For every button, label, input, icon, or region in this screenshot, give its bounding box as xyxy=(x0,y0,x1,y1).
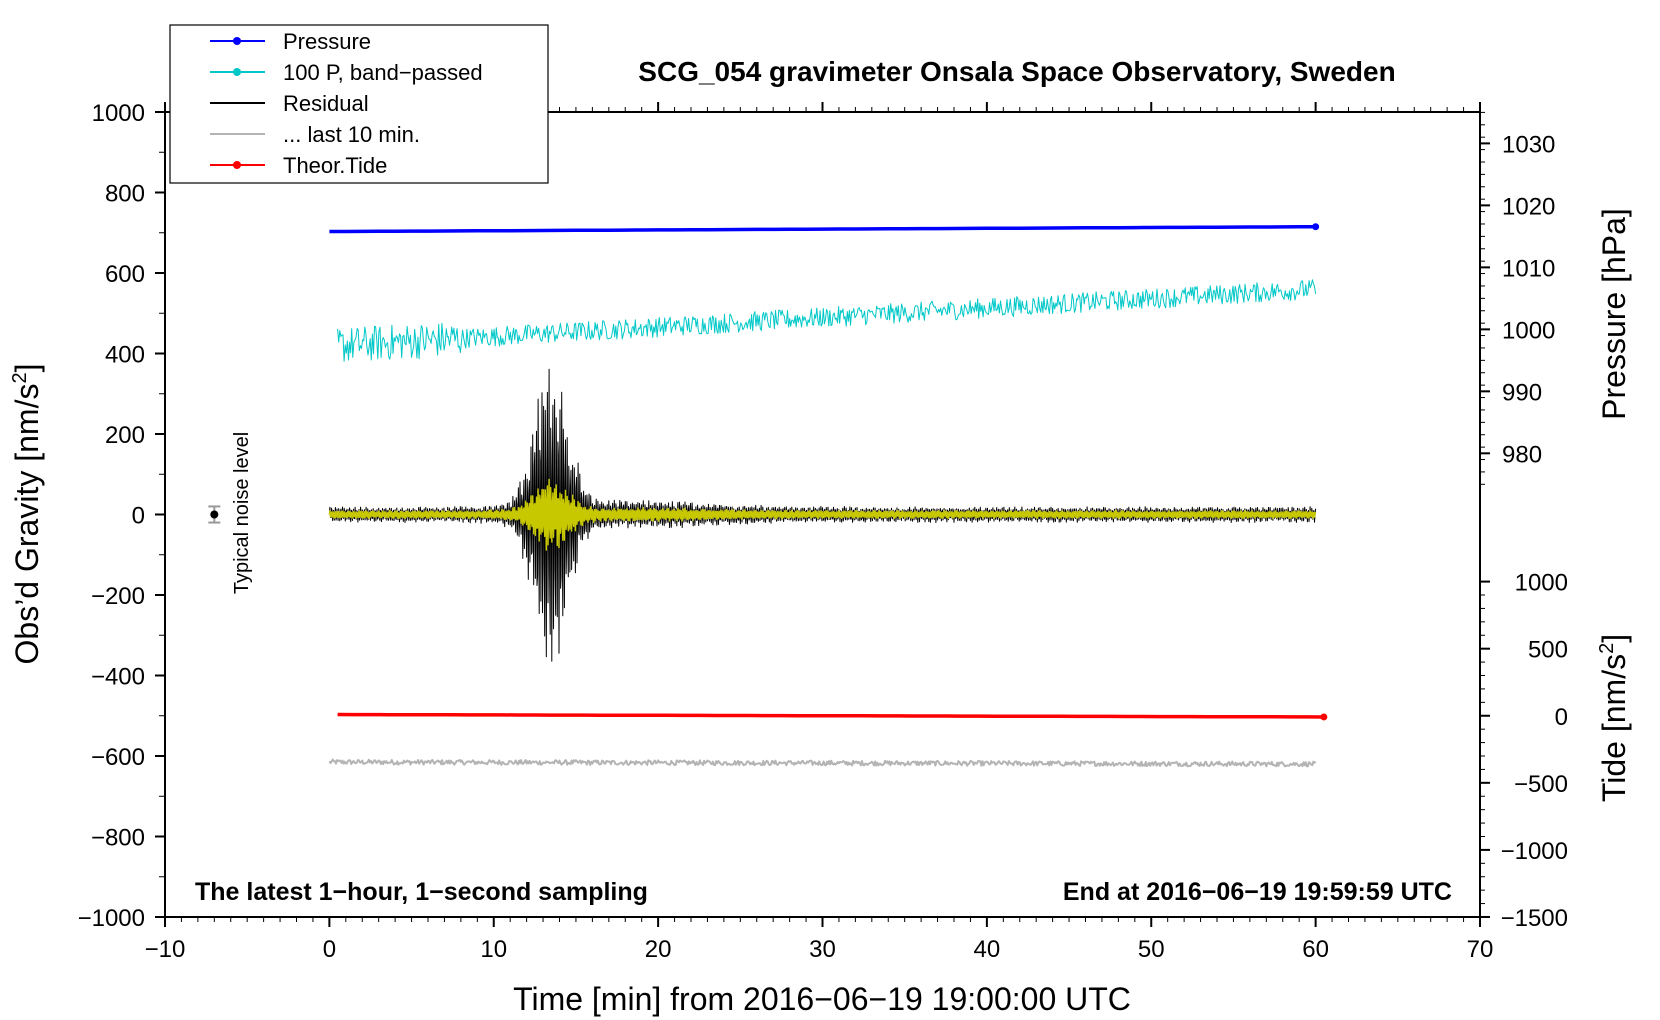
y-tick-label: 0 xyxy=(132,503,145,530)
legend-marker xyxy=(233,68,241,76)
y-axis-label-tide: Tide [nm/s2] xyxy=(1596,634,1632,802)
ticks-layer: −10 0 10 20 30 40 50 60 7010008006004002000−200−… xyxy=(78,100,1568,963)
series-last-10-min xyxy=(328,478,1317,551)
noise-point xyxy=(210,510,219,519)
pressure-tick-label: 1000 xyxy=(1502,317,1555,344)
pressure-end-point xyxy=(1312,223,1320,231)
pressure-tick-label: 1020 xyxy=(1502,193,1555,220)
x-tick-label: 60 xyxy=(1302,936,1329,963)
tide-tick-label: 0 xyxy=(1555,704,1568,731)
y-tick-label: 200 xyxy=(105,422,145,449)
legend-label: Pressure xyxy=(283,29,371,54)
legend: Pressure 100 P, band−passed Residual ... la… xyxy=(169,24,549,184)
x-tick-label: −10 xyxy=(145,936,186,963)
y-axis-label-pressure: Pressure [hPa] xyxy=(1596,208,1632,420)
x-tick-label: 50 xyxy=(1138,936,1165,963)
y-tick-label: −600 xyxy=(91,744,145,771)
legend-label: Residual xyxy=(283,91,369,116)
legend-items: Pressure 100 P, band−passed Residual ... la… xyxy=(210,29,483,178)
y-tick-label: −800 xyxy=(91,825,145,852)
series-layer xyxy=(328,223,1328,768)
pressure-tick-label: 990 xyxy=(1502,379,1542,406)
series-grey-reference xyxy=(328,758,1317,768)
x-tick-label: 20 xyxy=(645,936,672,963)
y-tick-label: 800 xyxy=(105,181,145,208)
series-pressure xyxy=(329,224,1316,234)
footer-left: The latest 1−hour, 1−second sampling xyxy=(195,878,648,906)
series-theor-tide xyxy=(337,712,1324,719)
y-tick-label: −1000 xyxy=(78,905,145,932)
y-label-gravity-sup: 2 xyxy=(9,372,31,383)
pressure-tick-label: 980 xyxy=(1502,441,1542,468)
tide-tick-label: 1000 xyxy=(1515,570,1568,597)
pressure-tick-label: 1010 xyxy=(1502,255,1555,282)
x-tick-label: 40 xyxy=(974,936,1001,963)
y-label-gravity-end: ] xyxy=(9,364,45,373)
y-tick-label: 600 xyxy=(105,261,145,288)
pressure-tick-label: 1030 xyxy=(1502,131,1555,158)
y-tick-label: −200 xyxy=(91,583,145,610)
chart-title: SCG_054 gravimeter Onsala Space Observat… xyxy=(638,56,1395,87)
tide-tick-label: −500 xyxy=(1514,771,1568,798)
x-tick-label: 70 xyxy=(1467,936,1494,963)
legend-label: 100 P, band−passed xyxy=(283,60,483,85)
y-tick-label: 400 xyxy=(105,342,145,369)
noise-marker-group xyxy=(208,505,221,524)
tide-end-point xyxy=(1320,713,1328,721)
y-label-tide-sup: 2 xyxy=(1596,643,1618,654)
tide-tick-label: −1500 xyxy=(1501,905,1568,932)
y-tick-label: −400 xyxy=(91,664,145,691)
y-axis-label-gravity: Obs’d Gravity [nm/s2] xyxy=(9,364,45,665)
noise-label: Typical noise level xyxy=(231,432,253,594)
y-tick-label: 1000 xyxy=(92,100,145,127)
tide-tick-label: 500 xyxy=(1528,637,1568,664)
series-residual xyxy=(328,368,1317,662)
y-label-tide-main: Tide [nm/s xyxy=(1596,654,1632,802)
x-tick-label: 0 xyxy=(323,936,336,963)
x-tick-label: 10 xyxy=(480,936,507,963)
x-axis-label: Time [min] from 2016−06−19 19:00:00 UTC xyxy=(513,981,1131,1017)
series-100-p-band-passed xyxy=(337,279,1317,362)
x-tick-label: 30 xyxy=(809,936,836,963)
tide-tick-label: −1000 xyxy=(1501,838,1568,865)
footer-right: End at 2016−06−19 19:59:59 UTC xyxy=(1063,878,1452,906)
legend-label: ... last 10 min. xyxy=(283,122,420,147)
legend-marker xyxy=(233,161,241,169)
legend-marker xyxy=(233,37,241,45)
y-label-gravity-main: Obs’d Gravity [nm/s xyxy=(9,384,45,665)
legend-label: Theor.Tide xyxy=(283,153,387,178)
y-label-tide-end: ] xyxy=(1596,634,1632,643)
